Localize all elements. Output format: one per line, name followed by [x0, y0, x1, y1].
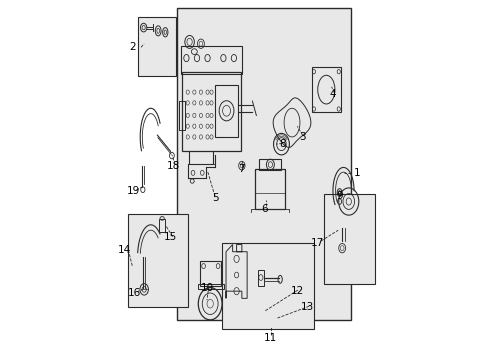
Bar — [128, 214, 187, 307]
Text: 16: 16 — [128, 288, 141, 298]
Text: 11: 11 — [264, 333, 277, 343]
Text: 10: 10 — [201, 283, 214, 293]
Text: 19: 19 — [127, 186, 140, 196]
Bar — [177, 8, 351, 320]
Bar — [199, 261, 220, 286]
Bar — [259, 159, 281, 170]
Text: 3: 3 — [299, 132, 305, 142]
Bar — [255, 169, 285, 209]
Bar — [215, 85, 238, 137]
Text: 9: 9 — [336, 191, 342, 201]
Bar — [197, 284, 224, 289]
Text: 8: 8 — [279, 139, 285, 149]
Bar — [159, 220, 164, 232]
Bar — [182, 72, 240, 151]
Text: 18: 18 — [166, 161, 180, 171]
Text: 13: 13 — [301, 302, 314, 312]
Bar — [179, 101, 184, 130]
Text: 6: 6 — [261, 204, 267, 214]
Text: 17: 17 — [310, 238, 323, 248]
Bar — [257, 270, 264, 286]
Bar — [323, 194, 374, 284]
Bar — [222, 243, 314, 329]
Bar — [137, 17, 176, 76]
Text: 14: 14 — [118, 245, 131, 255]
Text: 2: 2 — [129, 42, 135, 52]
Text: 7: 7 — [238, 164, 244, 174]
Text: 4: 4 — [329, 89, 336, 99]
Bar — [311, 67, 340, 112]
Text: 12: 12 — [290, 286, 304, 296]
Text: 1: 1 — [353, 168, 359, 178]
Text: 5: 5 — [212, 193, 218, 203]
Bar — [181, 45, 242, 74]
Text: 15: 15 — [163, 232, 177, 242]
